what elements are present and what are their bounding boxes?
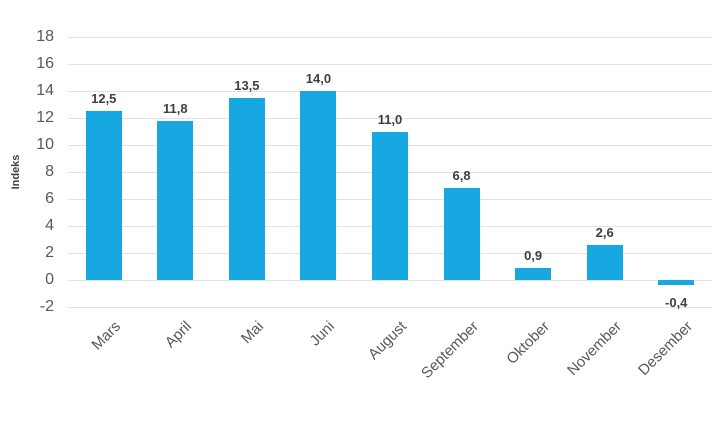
bar-april bbox=[157, 120, 194, 280]
y-tick-label: -2 bbox=[39, 298, 54, 315]
bar-mars bbox=[85, 111, 122, 280]
bar-value-label: 0,9 bbox=[524, 247, 543, 263]
gridline bbox=[68, 280, 712, 281]
gridline bbox=[68, 307, 712, 308]
bar-desember bbox=[658, 280, 695, 286]
bar-value-label: 14,0 bbox=[305, 71, 332, 86]
bar-value-label: 2,6 bbox=[595, 224, 614, 240]
bar-value-label: -0,4 bbox=[665, 295, 688, 311]
y-tick-label: 6 bbox=[45, 190, 54, 207]
y-tick-label: 0 bbox=[45, 271, 54, 288]
bar-value-label: 11,8 bbox=[163, 100, 188, 116]
bar-value-label: 11,0 bbox=[377, 111, 403, 127]
y-tick-label: 8 bbox=[45, 163, 54, 180]
bar-september bbox=[443, 188, 480, 280]
bar-value-label: 6,8 bbox=[452, 168, 471, 184]
bar-value-label: 12,5 bbox=[91, 91, 117, 107]
y-tick-label: 14 bbox=[36, 82, 54, 99]
y-tick-label: 12 bbox=[36, 109, 54, 126]
bar-mai bbox=[228, 97, 265, 280]
bar-august bbox=[372, 131, 408, 280]
gridline bbox=[68, 64, 712, 65]
y-tick-label: 18 bbox=[36, 28, 54, 45]
y-tick-label: 10 bbox=[36, 136, 54, 153]
bar-value-label: 13,5 bbox=[234, 77, 260, 93]
bar-november bbox=[586, 244, 623, 280]
bar-oktober bbox=[515, 267, 552, 280]
bar-juni bbox=[300, 91, 337, 280]
y-tick-label: 4 bbox=[45, 217, 54, 234]
y-tick-label: 16 bbox=[36, 55, 54, 72]
gridline bbox=[68, 118, 712, 119]
y-tick-label: 2 bbox=[45, 244, 54, 261]
gridline bbox=[68, 37, 712, 38]
gridline bbox=[68, 91, 712, 92]
